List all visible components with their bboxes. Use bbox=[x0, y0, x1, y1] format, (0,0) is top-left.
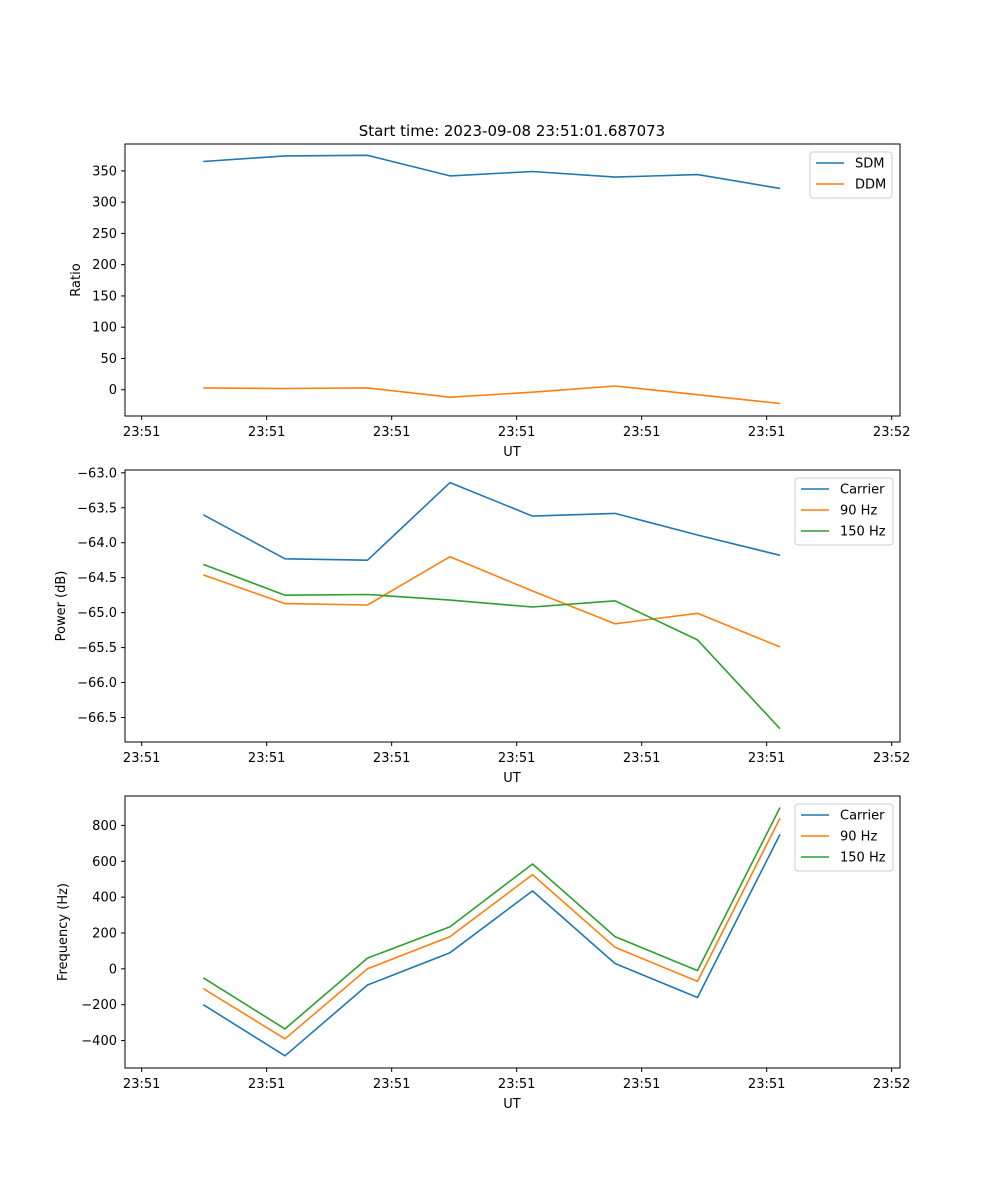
power-x-axis-label: UT bbox=[503, 771, 521, 786]
x-tick-label: 23:51 bbox=[748, 1077, 785, 1092]
ratio-axes-frame bbox=[124, 143, 901, 417]
x-tick-label: 23:51 bbox=[248, 1077, 285, 1092]
x-tick-label: 23:51 bbox=[373, 425, 410, 440]
legend-label-carrier: Carrier bbox=[840, 809, 885, 824]
series-line-sdm bbox=[203, 154, 781, 190]
x-tick-label: 23:51 bbox=[373, 751, 410, 766]
y-tick-label: 50 bbox=[100, 352, 117, 367]
x-tick-label: 23:51 bbox=[498, 1077, 535, 1092]
power-axes-frame bbox=[124, 469, 901, 743]
y-tick-label: 300 bbox=[92, 196, 117, 211]
frequency-series-layer bbox=[202, 807, 781, 1057]
legend-label-ddm: DDM bbox=[855, 178, 886, 193]
y-tick-label: −66.5 bbox=[77, 711, 117, 726]
x-tick-label: 23:51 bbox=[248, 751, 285, 766]
y-tick-label: −65.0 bbox=[77, 606, 117, 621]
power-series-layer bbox=[202, 481, 781, 730]
x-tick-label: 23:51 bbox=[498, 425, 535, 440]
y-tick-label: 350 bbox=[92, 164, 117, 179]
chart-title: Start time: 2023-09-08 23:51:01.687073 bbox=[359, 122, 665, 140]
legend-label-carrier: Carrier bbox=[840, 483, 885, 498]
frequency-y-axis: −400 −200 0 200 400 600 800 bbox=[81, 819, 125, 1049]
series-line-carrier bbox=[202, 481, 781, 562]
series-line-ddm bbox=[203, 385, 781, 405]
y-tick-label: −64.0 bbox=[77, 536, 117, 551]
x-tick-label: 23:51 bbox=[748, 751, 785, 766]
series-line-carrier bbox=[202, 834, 781, 1057]
x-tick-label: 23:52 bbox=[873, 751, 910, 766]
y-tick-label: −200 bbox=[81, 998, 117, 1013]
y-tick-label: 150 bbox=[92, 289, 117, 304]
power-legend: Carrier 90 Hz 150 Hz bbox=[794, 477, 894, 546]
power-y-axis-label: Power (dB) bbox=[54, 571, 69, 642]
x-tick-label: 23:51 bbox=[248, 425, 285, 440]
ratio-y-axis-label: Ratio bbox=[69, 263, 84, 296]
frequency-axes-frame bbox=[124, 795, 901, 1069]
frequency-legend-box bbox=[794, 803, 894, 872]
frequency-panel: 23:51 23:51 23:51 23:51 23:51 23:51 23:52 −400… bbox=[56, 795, 910, 1112]
power-x-axis: 23:51 23:51 23:51 23:51 23:51 23:51 23:52 bbox=[123, 742, 910, 766]
y-tick-label: 0 bbox=[109, 383, 117, 398]
legend-label-90hz: 90 Hz bbox=[840, 504, 877, 519]
y-tick-label: 600 bbox=[92, 855, 117, 870]
y-tick-label: 400 bbox=[92, 891, 117, 906]
ratio-x-axis: 23:51 23:51 23:51 23:51 23:51 23:51 23:52 bbox=[123, 416, 910, 440]
legend-label-150hz: 150 Hz bbox=[840, 851, 886, 866]
ratio-legend: SDM DDM bbox=[809, 151, 893, 199]
power-y-axis: −63.0 −63.5 −64.0 −64.5 −65.0 −65.5 −66.0 −66.5 bbox=[77, 466, 125, 726]
ratio-x-axis-label: UT bbox=[503, 445, 521, 460]
y-tick-label: 800 bbox=[92, 819, 117, 834]
y-tick-label: 250 bbox=[92, 227, 117, 242]
series-line-90-hz bbox=[202, 817, 781, 1040]
y-tick-label: 0 bbox=[109, 962, 117, 977]
x-tick-label: 23:51 bbox=[373, 1077, 410, 1092]
x-tick-label: 23:52 bbox=[873, 425, 910, 440]
frequency-x-axis: 23:51 23:51 23:51 23:51 23:51 23:51 23:52 bbox=[123, 1068, 910, 1092]
legend-label-90hz: 90 Hz bbox=[840, 830, 877, 845]
series-line-150-hz bbox=[203, 563, 781, 730]
series-line-90-hz bbox=[203, 555, 781, 648]
y-tick-label: 200 bbox=[92, 258, 117, 273]
frequency-legend: Carrier 90 Hz 150 Hz bbox=[794, 803, 894, 872]
x-tick-label: 23:52 bbox=[873, 1077, 910, 1092]
y-tick-label: −64.5 bbox=[77, 571, 117, 586]
series-line-150-hz bbox=[202, 807, 781, 1030]
x-tick-label: 23:51 bbox=[498, 751, 535, 766]
legend-label-150hz: 150 Hz bbox=[840, 525, 886, 540]
x-tick-label: 23:51 bbox=[623, 1077, 660, 1092]
ratio-series-layer bbox=[203, 154, 781, 405]
x-tick-label: 23:51 bbox=[123, 1077, 160, 1092]
x-tick-label: 23:51 bbox=[623, 425, 660, 440]
y-tick-label: −65.5 bbox=[77, 641, 117, 656]
x-tick-label: 23:51 bbox=[623, 751, 660, 766]
legend-label-sdm: SDM bbox=[855, 157, 884, 172]
x-tick-label: 23:51 bbox=[123, 751, 160, 766]
power-panel: 23:51 23:51 23:51 23:51 23:51 23:51 23:52 −63.… bbox=[54, 466, 910, 786]
y-tick-label: −66.0 bbox=[77, 676, 117, 691]
y-tick-label: −63.0 bbox=[77, 466, 117, 481]
y-tick-label: −63.5 bbox=[77, 501, 117, 516]
ratio-panel: Start time: 2023-09-08 23:51:01.687073 2… bbox=[69, 122, 910, 460]
y-tick-label: −400 bbox=[81, 1034, 117, 1049]
ratio-y-axis: 0 50 100 150 200 250 300 350 bbox=[92, 164, 125, 398]
frequency-x-axis-label: UT bbox=[503, 1097, 521, 1112]
y-tick-label: 100 bbox=[92, 321, 117, 336]
x-tick-label: 23:51 bbox=[123, 425, 160, 440]
y-tick-label: 200 bbox=[92, 926, 117, 941]
frequency-y-axis-label: Frequency (Hz) bbox=[56, 883, 71, 981]
power-legend-box bbox=[794, 477, 894, 546]
x-tick-label: 23:51 bbox=[748, 425, 785, 440]
